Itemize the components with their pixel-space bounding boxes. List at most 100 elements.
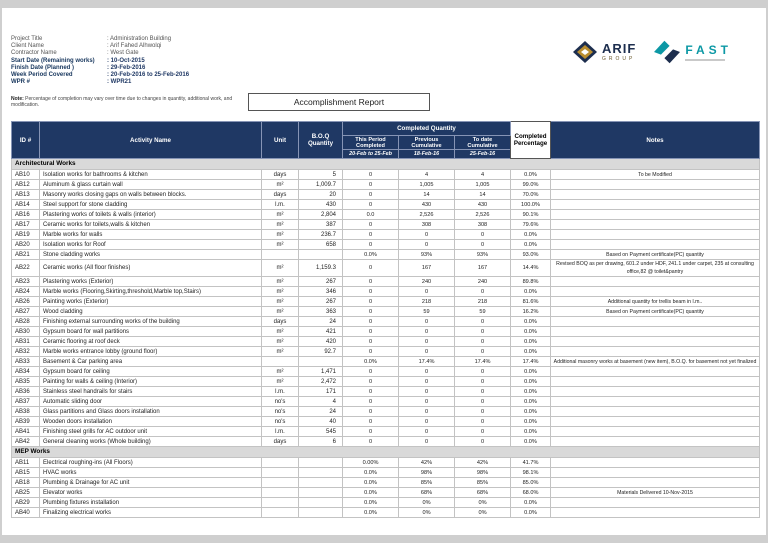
cell-boq: 2,472: [298, 376, 343, 387]
cell-todate: 0: [454, 436, 511, 447]
cell-name: Wood cladding: [39, 306, 262, 317]
cell-prev: 0: [398, 366, 455, 377]
cell-period: 0: [342, 396, 399, 407]
table-row: AB14 Steel support for stone cladding l.m.…: [11, 199, 760, 210]
cell-todate: 240: [454, 276, 511, 287]
col-header-previous-cumulative: Previous Cumulative: [398, 135, 455, 150]
cell-boq: 430: [298, 199, 343, 210]
cell-name: Plastering works of toilets & walls (int…: [39, 209, 262, 220]
cell-boq: 2,804: [298, 209, 343, 220]
cell-boq: [298, 477, 343, 488]
note-text: Percentage of completion may vary over t…: [11, 96, 233, 108]
cell-prev: 0: [398, 346, 455, 357]
cell-pct: 89.8%: [510, 276, 551, 287]
info-label: Contractor Name: [11, 50, 57, 57]
cell-unit: m²: [261, 239, 299, 250]
info-label: Client Name: [11, 43, 45, 50]
cell-name: Ceramic flooring at roof deck: [39, 336, 262, 347]
cell-pct: 0.0%: [510, 376, 551, 387]
cell-pct: 0.0%: [510, 406, 551, 417]
cell-period: 0.0%: [342, 249, 399, 260]
cell-period: 0: [342, 259, 399, 277]
cell-name: Elevator works: [39, 487, 262, 498]
cell-prev: 218: [398, 296, 455, 307]
cell-id: AB26: [11, 296, 40, 307]
cell-unit: l.m.: [261, 426, 299, 437]
table-row: AB24 Marble works (Flooring,Skirting,thre…: [11, 286, 760, 297]
cell-unit: days: [261, 436, 299, 447]
cell-prev: 0: [398, 326, 455, 337]
col-header-todate-cumulative: To date Cumulative: [454, 135, 511, 150]
cell-period: 0: [342, 326, 399, 337]
cell-notes: [550, 219, 760, 230]
cell-id: AB41: [11, 426, 40, 437]
cell-id: AB30: [11, 326, 40, 337]
cell-todate: 430: [454, 199, 511, 210]
cell-name: Basement & Car parking area: [39, 356, 262, 367]
cell-pct: 0.0%: [510, 229, 551, 240]
cell-id: AB36: [11, 386, 40, 397]
cell-boq: 24: [298, 406, 343, 417]
cell-unit: no's: [261, 396, 299, 407]
cell-period: 0: [342, 406, 399, 417]
cell-period: 0: [342, 306, 399, 317]
cell-notes: [550, 199, 760, 210]
cell-id: AB15: [11, 467, 40, 478]
cell-notes: Revised BOQ as per drawing, 601.2 under …: [550, 259, 760, 277]
cell-id: AB14: [11, 199, 40, 210]
cell-period: 0.0%: [342, 467, 399, 478]
note-label: Note:: [11, 96, 24, 102]
cell-pct: 68.0%: [510, 487, 551, 498]
cell-id: AB38: [11, 406, 40, 417]
cell-period: 0.00%: [342, 457, 399, 468]
section-row: MEP Works: [11, 446, 760, 458]
info-row-wpr: WPR # : WPR21: [11, 79, 189, 86]
cell-period: 0.0%: [342, 477, 399, 488]
cell-prev: 59: [398, 306, 455, 317]
cell-name: Finishing steel grills for AC outdoor un…: [39, 426, 262, 437]
cell-notes: To be Modified: [550, 169, 760, 180]
cell-id: AB19: [11, 229, 40, 240]
cell-unit: [261, 477, 299, 488]
cell-name: Masonry works closing gaps on walls betw…: [39, 189, 262, 200]
cell-name: Marble works for walls: [39, 229, 262, 240]
table-row: AB39 Wooden doors installation no's 40 0 0 0 0.…: [11, 416, 760, 427]
cell-id: AB22: [11, 259, 40, 277]
cell-notes: [550, 507, 760, 518]
cell-notes: [550, 406, 760, 417]
info-value: : 29-Feb-2016: [107, 64, 146, 71]
cell-name: Isolation works for bathrooms & kitchen: [39, 169, 262, 180]
cell-boq: [298, 487, 343, 498]
cell-notes: [550, 426, 760, 437]
info-label: Start Date (Remaining works): [11, 57, 95, 64]
cell-prev: 0: [398, 286, 455, 297]
cell-unit: no's: [261, 416, 299, 427]
cell-todate: 1,005: [454, 179, 511, 190]
table-row: AB32 Marble works entrance lobby (ground …: [11, 346, 760, 357]
fast-logo-text: FAST: [685, 44, 732, 61]
cell-prev: 93%: [398, 249, 455, 260]
cell-pct: 0.0%: [510, 426, 551, 437]
table-row: AB12 Aluminum & glass curtain wall m² 1,009…: [11, 179, 760, 190]
cell-pct: 0.0%: [510, 169, 551, 180]
arif-name: ARIF: [601, 40, 637, 56]
cell-name: Electrical roughing-ins (All Floors): [39, 457, 262, 468]
cell-prev: 0: [398, 436, 455, 447]
cell-period: 0.0%: [342, 356, 399, 367]
col-header-id: ID #: [11, 121, 40, 159]
cell-id: AB23: [11, 276, 40, 287]
cell-unit: [261, 507, 299, 518]
report-title: Accomplishment Report: [248, 93, 430, 111]
col-header-todate-date: 25-Feb-16: [454, 149, 511, 159]
table-row: AB29 Plumbing fixtures installation 0.0% 0%…: [11, 497, 760, 508]
cell-todate: 98%: [454, 467, 511, 478]
cell-id: AB13: [11, 189, 40, 200]
cell-name: HVAC works: [39, 467, 262, 478]
table-head: ID # Activity Name Unit B.O.Q Quantity C…: [11, 121, 760, 159]
cell-boq: 92.7: [298, 346, 343, 357]
cell-prev: 0%: [398, 507, 455, 518]
cell-prev: 240: [398, 276, 455, 287]
cell-id: AB10: [11, 169, 40, 180]
cell-prev: 0%: [398, 497, 455, 508]
section-title: MEP Works: [11, 446, 760, 458]
